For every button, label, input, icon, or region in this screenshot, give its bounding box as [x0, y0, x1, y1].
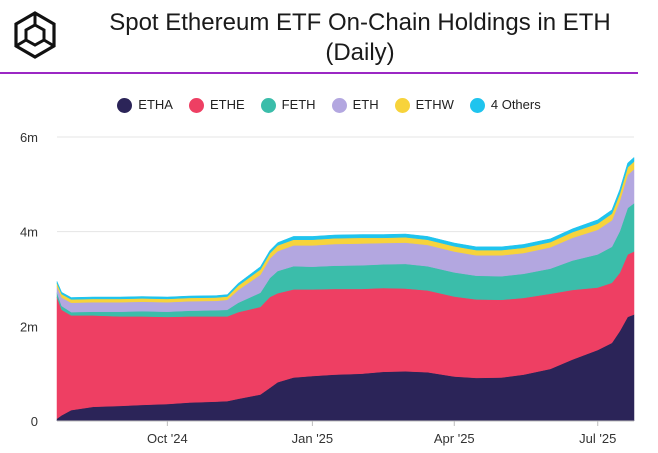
x-tick-label: Oct '24: [147, 431, 188, 446]
x-tick-label: Apr '25: [434, 431, 475, 446]
area-series-4-others: [56, 156, 635, 300]
legend-swatch: [469, 97, 485, 113]
legend-item-ethe[interactable]: ETHE: [188, 96, 245, 114]
legend-swatch: [188, 97, 204, 113]
legend-swatch: [260, 97, 276, 113]
legend-item-etha[interactable]: ETHA: [117, 96, 173, 114]
legend-label: ETHE: [209, 97, 245, 112]
legend-swatch: [331, 97, 347, 113]
legend-label: FETH: [281, 97, 316, 112]
y-tick-label: 6m: [20, 130, 38, 145]
legend-swatch: [117, 97, 133, 113]
legend-label: ETHW: [415, 97, 454, 112]
legend-label: ETH: [352, 97, 379, 112]
legend-item-eth[interactable]: ETH: [331, 96, 379, 114]
y-tick-label: 2m: [20, 319, 38, 334]
chart-title-line-2: (Daily): [325, 39, 395, 66]
legend-item-ethw[interactable]: ETHW: [394, 96, 454, 114]
title-divider: [0, 72, 638, 74]
legend-swatch: [394, 97, 410, 113]
cube-logo-icon: [12, 10, 58, 60]
chart-title-line-1: Spot Ethereum ETF On-Chain Holdings in E…: [109, 9, 611, 36]
y-tick-label: 0: [31, 414, 38, 429]
x-tick-label: Jan '25: [292, 431, 334, 446]
legend-label: 4 Others: [490, 97, 541, 112]
chart-legend: ETHA ETHE FETH ETH ETHW 4 Others: [0, 96, 658, 114]
y-tick-label: 4m: [20, 225, 38, 240]
x-tick-label: Jul '25: [579, 431, 616, 446]
legend-item-4-others[interactable]: 4 Others: [469, 96, 541, 114]
legend-label: ETHA: [138, 97, 173, 112]
chart-title: Spot Ethereum ETF On-Chain Holdings in E…: [62, 8, 658, 68]
legend-item-feth[interactable]: FETH: [260, 96, 316, 114]
